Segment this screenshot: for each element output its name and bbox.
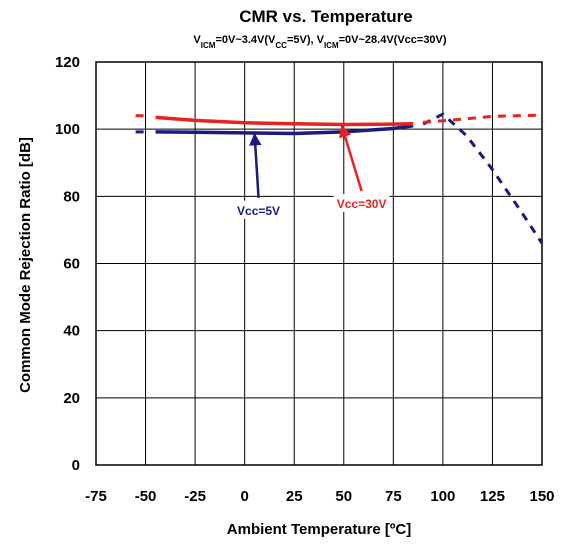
tick-label-layer: -75 -50 -25 0 25 50 75 100 125 150 0 20 40 60 80 100 120	[55, 54, 555, 505]
x-tick-label: 0	[240, 488, 248, 505]
annotation-arrow	[249, 132, 262, 198]
x-tick-label: -25	[184, 488, 206, 505]
series-layer	[135, 112, 544, 245]
x-tick-label: -50	[135, 488, 157, 505]
x-tick-label: 25	[286, 488, 303, 505]
annotation-backdrop	[230, 200, 287, 219]
annotation-backdrop	[333, 194, 390, 213]
annotation-layer: Vcc=5V Vcc=30V	[230, 124, 390, 219]
x-tick-label: -75	[85, 488, 107, 505]
x-tick-label: 125	[480, 488, 505, 505]
x-tick-label: 50	[335, 488, 352, 505]
annotation-arrow	[339, 124, 363, 192]
series-vcc-5v-high-dashed	[422, 112, 544, 245]
plot-frame	[95, 61, 543, 466]
y-tick-label: 60	[63, 256, 80, 273]
y-tick-label: 40	[63, 323, 80, 340]
x-tick-label: 150	[529, 488, 554, 505]
y-tick-label: 100	[55, 121, 80, 138]
chart-subtitle: VICM=0V~3.4V(VCC=5V), VICM=0V~28.4V(Vcc=…	[193, 34, 446, 50]
x-tick-label: 75	[385, 488, 402, 505]
chart-title: CMR vs. Temperature	[239, 7, 413, 26]
series-vcc-30v-line	[155, 115, 414, 127]
y-tick-label: 20	[63, 390, 80, 407]
y-tick-label: 0	[72, 457, 80, 474]
series-vcc-30v-high-dashed	[422, 113, 543, 124]
annotation-label: Vcc=30V	[337, 197, 387, 211]
x-axis-label: Ambient Temperature [ºC]	[227, 521, 411, 538]
y-tick-label: 80	[63, 188, 80, 205]
annotation-label: Vcc=5V	[237, 204, 280, 218]
y-tick-label: 120	[55, 54, 80, 71]
x-tick-label: 100	[430, 488, 455, 505]
series-vcc-5v-line	[155, 124, 414, 136]
y-axis-label: Common Mode Rejection Ratio [dB]	[17, 137, 34, 393]
